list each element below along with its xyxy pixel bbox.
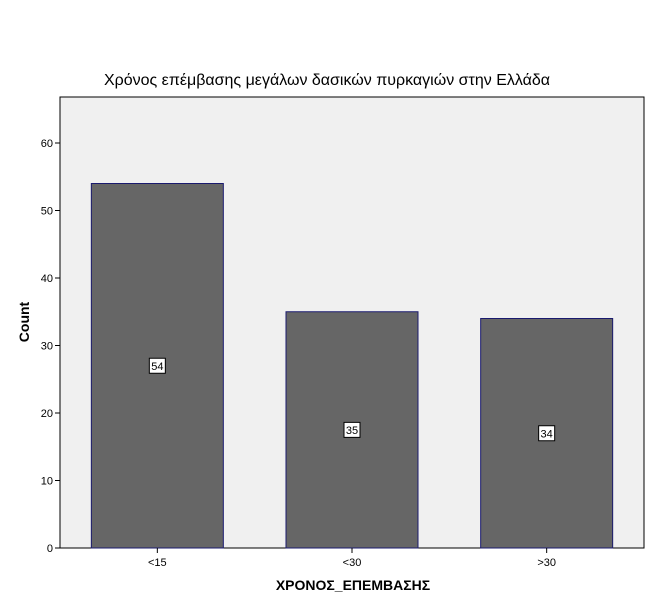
y-tick-label-50: 50 (41, 206, 53, 218)
data-label-2: 35 (346, 425, 358, 437)
y-axis-title: Count (16, 301, 32, 342)
x-axis-title: ΧΡΟΝΟΣ_ΕΠΕΜΒΑΣΗΣ (276, 577, 430, 593)
y-axis: 0 10 20 30 40 50 60 (41, 138, 60, 555)
data-label-1: 54 (151, 361, 163, 373)
chart-title: Χρόνος επέμβασης μεγάλων δασικών πυρκαγι… (104, 72, 550, 89)
data-label-box-2 (343, 421, 361, 438)
y-tick-label-0: 0 (47, 543, 53, 555)
data-label-box-1 (148, 357, 166, 374)
x-tick-label-2: <30 (343, 557, 362, 569)
y-tick-label-40: 40 (41, 273, 53, 285)
x-axis: <15 <30 >30 (148, 548, 556, 569)
y-tick-label-30: 30 (41, 341, 53, 353)
data-labels-layer: 54 35 34 (148, 357, 556, 442)
x-tick-label-3: >30 (537, 557, 556, 569)
y-tick-label-20: 20 (41, 408, 53, 420)
y-tick-label-10: 10 (41, 476, 53, 488)
data-label-box-3 (538, 425, 556, 442)
y-tick-label-60: 60 (41, 138, 53, 150)
x-tick-label-1: <15 (148, 557, 167, 569)
data-label-3: 34 (541, 428, 553, 440)
